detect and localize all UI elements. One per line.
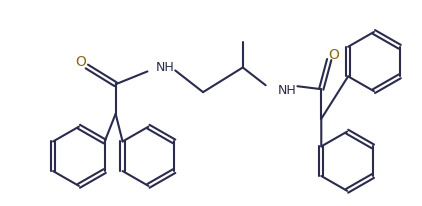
Text: NH: NH	[155, 61, 174, 74]
Text: NH: NH	[278, 83, 296, 96]
Text: O: O	[328, 47, 338, 61]
Text: O: O	[76, 54, 87, 68]
